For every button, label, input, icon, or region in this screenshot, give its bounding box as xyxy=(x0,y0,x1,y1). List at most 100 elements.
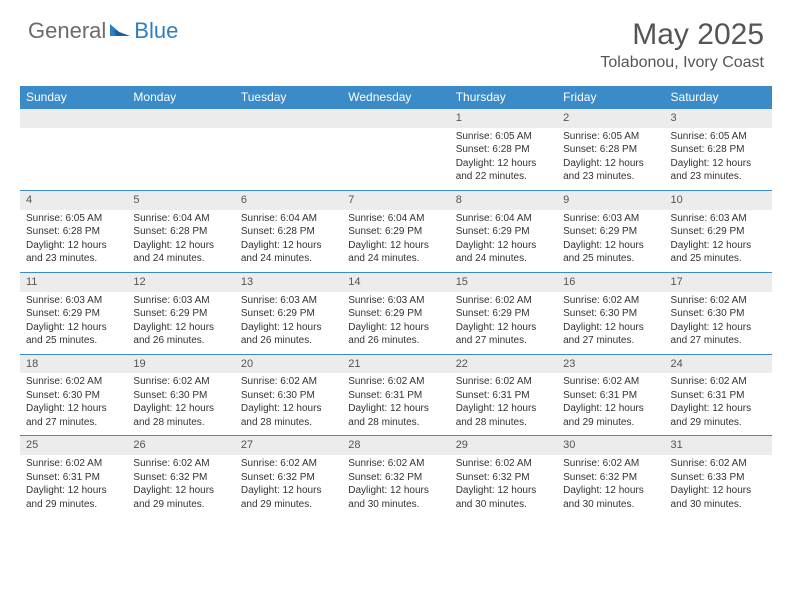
daylight-text: and 25 minutes. xyxy=(563,252,658,266)
sunset-text: Sunset: 6:30 PM xyxy=(241,389,336,403)
day-number-cell: 30 xyxy=(557,436,664,455)
day-data-cell: Sunrise: 6:03 AMSunset: 6:29 PMDaylight:… xyxy=(342,292,449,355)
sunset-text: Sunset: 6:28 PM xyxy=(26,225,121,239)
sunset-text: Sunset: 6:32 PM xyxy=(563,471,658,485)
day-number: 22 xyxy=(456,358,468,370)
sunrise-text: Sunrise: 6:02 AM xyxy=(671,294,766,308)
daylight-text: and 28 minutes. xyxy=(133,416,228,430)
sunset-text: Sunset: 6:29 PM xyxy=(348,225,443,239)
daylight-text: and 22 minutes. xyxy=(456,170,551,184)
day-data-cell: Sunrise: 6:04 AMSunset: 6:29 PMDaylight:… xyxy=(450,210,557,273)
daylight-text: Daylight: 12 hours xyxy=(456,484,551,498)
day-data-cell: Sunrise: 6:05 AMSunset: 6:28 PMDaylight:… xyxy=(450,128,557,191)
sunrise-text: Sunrise: 6:03 AM xyxy=(241,294,336,308)
day-number: 13 xyxy=(241,276,253,288)
day-number: 20 xyxy=(241,358,253,370)
day-data-cell xyxy=(20,128,127,191)
day-header: Monday xyxy=(127,86,234,109)
day-number: 29 xyxy=(456,439,468,451)
day-data-cell: Sunrise: 6:04 AMSunset: 6:28 PMDaylight:… xyxy=(235,210,342,273)
sunrise-text: Sunrise: 6:04 AM xyxy=(456,212,551,226)
day-number: 5 xyxy=(133,194,139,206)
day-number-cell: 2 xyxy=(557,109,664,128)
calendar-table: Sunday Monday Tuesday Wednesday Thursday… xyxy=(20,86,772,517)
day-data-cell xyxy=(342,128,449,191)
daylight-text: Daylight: 12 hours xyxy=(241,239,336,253)
day-number-cell: 16 xyxy=(557,272,664,291)
day-number-cell: 11 xyxy=(20,272,127,291)
day-number: 4 xyxy=(26,194,32,206)
location: Tolabonou, Ivory Coast xyxy=(600,54,764,72)
daylight-text: Daylight: 12 hours xyxy=(671,239,766,253)
day-number-row: 11121314151617 xyxy=(20,272,772,291)
daylight-text: Daylight: 12 hours xyxy=(241,402,336,416)
daylight-text: and 27 minutes. xyxy=(456,334,551,348)
day-number-cell: 4 xyxy=(20,190,127,209)
sunrise-text: Sunrise: 6:02 AM xyxy=(133,457,228,471)
day-number: 9 xyxy=(563,194,569,206)
sunset-text: Sunset: 6:32 PM xyxy=(241,471,336,485)
sunset-text: Sunset: 6:28 PM xyxy=(563,143,658,157)
daylight-text: and 28 minutes. xyxy=(456,416,551,430)
day-number-cell: 8 xyxy=(450,190,557,209)
daylight-text: and 30 minutes. xyxy=(671,498,766,512)
day-data-cell: Sunrise: 6:04 AMSunset: 6:29 PMDaylight:… xyxy=(342,210,449,273)
day-number: 14 xyxy=(348,276,360,288)
daylight-text: and 24 minutes. xyxy=(348,252,443,266)
day-data-cell: Sunrise: 6:02 AMSunset: 6:31 PMDaylight:… xyxy=(342,373,449,436)
daylight-text: and 30 minutes. xyxy=(456,498,551,512)
day-number-cell: 13 xyxy=(235,272,342,291)
daylight-text: Daylight: 12 hours xyxy=(456,321,551,335)
daylight-text: Daylight: 12 hours xyxy=(348,484,443,498)
day-number-cell: 22 xyxy=(450,354,557,373)
daylight-text: Daylight: 12 hours xyxy=(133,402,228,416)
daylight-text: and 23 minutes. xyxy=(563,170,658,184)
day-number-cell: 19 xyxy=(127,354,234,373)
sunset-text: Sunset: 6:29 PM xyxy=(671,225,766,239)
day-data-cell: Sunrise: 6:02 AMSunset: 6:30 PMDaylight:… xyxy=(665,292,772,355)
day-data-cell: Sunrise: 6:03 AMSunset: 6:29 PMDaylight:… xyxy=(127,292,234,355)
daylight-text: and 30 minutes. xyxy=(563,498,658,512)
sunset-text: Sunset: 6:29 PM xyxy=(241,307,336,321)
sunrise-text: Sunrise: 6:03 AM xyxy=(671,212,766,226)
day-number-cell: 1 xyxy=(450,109,557,128)
day-data-row: Sunrise: 6:02 AMSunset: 6:30 PMDaylight:… xyxy=(20,373,772,436)
sunrise-text: Sunrise: 6:02 AM xyxy=(563,375,658,389)
daylight-text: and 30 minutes. xyxy=(348,498,443,512)
daylight-text: and 27 minutes. xyxy=(26,416,121,430)
daylight-text: and 26 minutes. xyxy=(348,334,443,348)
day-number: 31 xyxy=(671,439,683,451)
day-data-cell: Sunrise: 6:03 AMSunset: 6:29 PMDaylight:… xyxy=(665,210,772,273)
day-number: 17 xyxy=(671,276,683,288)
daylight-text: Daylight: 12 hours xyxy=(133,484,228,498)
day-number: 18 xyxy=(26,358,38,370)
day-data-cell: Sunrise: 6:02 AMSunset: 6:31 PMDaylight:… xyxy=(450,373,557,436)
daylight-text: Daylight: 12 hours xyxy=(133,321,228,335)
day-number: 6 xyxy=(241,194,247,206)
day-number-cell: 15 xyxy=(450,272,557,291)
sunset-text: Sunset: 6:30 PM xyxy=(26,389,121,403)
day-number: 26 xyxy=(133,439,145,451)
daylight-text: and 25 minutes. xyxy=(26,334,121,348)
day-number: 19 xyxy=(133,358,145,370)
day-data-cell: Sunrise: 6:03 AMSunset: 6:29 PMDaylight:… xyxy=(20,292,127,355)
day-header: Thursday xyxy=(450,86,557,109)
logo-triangle-icon xyxy=(110,20,132,41)
day-number: 15 xyxy=(456,276,468,288)
day-number-cell xyxy=(235,109,342,128)
day-header: Tuesday xyxy=(235,86,342,109)
sunrise-text: Sunrise: 6:02 AM xyxy=(456,294,551,308)
day-header: Friday xyxy=(557,86,664,109)
sunrise-text: Sunrise: 6:03 AM xyxy=(133,294,228,308)
day-number: 11 xyxy=(26,276,37,288)
daylight-text: Daylight: 12 hours xyxy=(671,157,766,171)
sunrise-text: Sunrise: 6:02 AM xyxy=(671,457,766,471)
sunset-text: Sunset: 6:28 PM xyxy=(133,225,228,239)
day-header-row: Sunday Monday Tuesday Wednesday Thursday… xyxy=(20,86,772,109)
day-data-cell: Sunrise: 6:02 AMSunset: 6:30 PMDaylight:… xyxy=(127,373,234,436)
daylight-text: and 26 minutes. xyxy=(241,334,336,348)
sunset-text: Sunset: 6:32 PM xyxy=(348,471,443,485)
daylight-text: Daylight: 12 hours xyxy=(671,402,766,416)
sunrise-text: Sunrise: 6:03 AM xyxy=(26,294,121,308)
day-number-cell: 23 xyxy=(557,354,664,373)
